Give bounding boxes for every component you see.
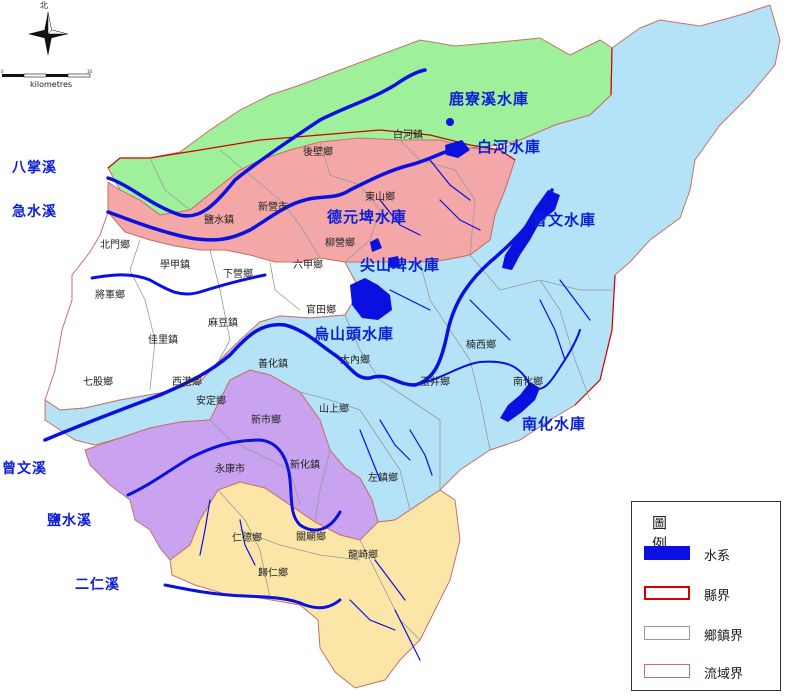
town-label: 玉井鄉 xyxy=(420,375,450,388)
township-boundaries xyxy=(129,139,612,641)
reservoir-label: 白河水庫 xyxy=(477,138,541,156)
yanshuei-river-line xyxy=(126,438,342,532)
basin-swatch xyxy=(644,664,690,678)
town-labels: 白河鎮 後壁鄉 東山鄉 新營市 鹽水鎮 柳營鄉 北門鄉 學甲鎮 下營鄉 六甲鄉 … xyxy=(83,128,543,579)
scale-bar: 0 10 xyxy=(1,69,93,78)
jishuei-river-line xyxy=(106,146,462,242)
tributaries xyxy=(199,159,591,661)
town-label: 大內鄉 xyxy=(340,353,370,366)
nanhua-reservoir-shape xyxy=(500,382,540,422)
legend: 圖例 水系 縣界 鄉鎮界 流域界 xyxy=(631,501,781,691)
reservoir-label: 德元埤水庫 xyxy=(327,208,407,226)
town-label: 後壁鄉 xyxy=(303,145,333,158)
river-network xyxy=(43,68,591,661)
town-label: 七股鄉 xyxy=(83,375,113,388)
town-label: 南化鄉 xyxy=(513,375,543,388)
scale-label: kilometres xyxy=(30,80,73,89)
town-label: 將軍鄉 xyxy=(95,288,125,301)
legend-label: 縣界 xyxy=(704,589,731,604)
river-label: 八掌溪 xyxy=(11,159,57,176)
town-label: 鹽水鎮 xyxy=(204,213,234,226)
town-label: 六甲鄉 xyxy=(293,258,323,271)
erren-river-line xyxy=(163,583,342,610)
nanhua-river-line xyxy=(414,329,581,390)
town-label: 北門鄉 xyxy=(100,238,130,251)
town-label: 西港鄉 xyxy=(172,375,202,388)
reservoir-label: 烏山頭水庫 xyxy=(314,325,394,343)
legend-label: 鄉鎮界 xyxy=(704,629,744,644)
town-label: 新營市 xyxy=(258,200,288,213)
river-label: 曾文溪 xyxy=(2,460,47,477)
dejhenyuanbei-reservoir-shape xyxy=(370,238,382,252)
town-label: 關廟鄉 xyxy=(296,530,326,543)
town-label: 善化鎮 xyxy=(258,357,288,370)
scale-tick: 10 xyxy=(87,69,93,74)
jianshanbei-reservoir-shape xyxy=(388,256,400,268)
reservoir-label: 南化水庫 xyxy=(522,415,586,433)
legend-item-county: 縣界 xyxy=(644,586,780,606)
reservoir-labels: 鹿寮溪水庫 白河水庫 德元埤水庫 尖山埤水庫 烏山頭水庫 曾文水庫 南化水庫 xyxy=(314,90,596,433)
reservoir-label: 尖山埤水庫 xyxy=(360,256,440,274)
town-label: 官田鄉 xyxy=(306,303,336,316)
county-swatch xyxy=(644,586,690,600)
river-label: 急水溪 xyxy=(12,203,57,220)
town-label: 安定鄉 xyxy=(196,394,226,407)
town-label: 永康市 xyxy=(215,462,245,475)
water-swatch xyxy=(644,546,690,560)
town-label: 楠西鄉 xyxy=(466,338,496,351)
town-label: 左鎮鄉 xyxy=(368,471,398,484)
legend-label: 水系 xyxy=(704,549,731,564)
legend-item-basin: 流域界 xyxy=(644,664,780,684)
luliaoxi-reservoir-shape xyxy=(446,118,454,126)
town-label: 白河鎮 xyxy=(393,128,423,141)
town-label: 新市鄉 xyxy=(251,413,281,426)
compass-north-label: 北 xyxy=(40,1,48,10)
town-label: 學甲鎮 xyxy=(160,258,190,271)
river-labels: 八掌溪 急水溪 曾文溪 鹽水溪 二仁溪 xyxy=(2,159,120,593)
zengwen-river-line xyxy=(43,188,554,442)
town-label: 東山鄉 xyxy=(365,190,395,203)
town-label: 佳里鎮 xyxy=(148,333,178,346)
town-label: 下營鄉 xyxy=(223,267,253,280)
compass-icon xyxy=(28,11,68,56)
town-label: 龍崎鄉 xyxy=(348,548,378,561)
legend-item-water: 水系 xyxy=(644,546,780,566)
reservoir-label: 曾文水庫 xyxy=(532,211,596,229)
river-label: 二仁溪 xyxy=(75,576,120,593)
zengwen-reservoir-shape xyxy=(502,190,560,270)
town-label: 麻豆鎮 xyxy=(208,316,238,329)
river-label: 鹽水溪 xyxy=(47,512,92,529)
town-label: 仁德鄉 xyxy=(232,531,262,544)
jiangjun-river-line xyxy=(90,273,267,296)
town-label: 新化鎮 xyxy=(290,458,320,471)
town-label: 歸仁鄉 xyxy=(258,566,288,579)
scale-tick: 0 xyxy=(1,69,4,74)
reservoir-label: 鹿寮溪水庫 xyxy=(449,90,529,108)
bajhang-river-line xyxy=(106,68,427,218)
wushantou-reservoir-shape xyxy=(350,278,392,320)
legend-label: 流域界 xyxy=(704,667,744,682)
township-swatch xyxy=(644,626,690,640)
town-label: 柳營鄉 xyxy=(325,236,355,249)
town-label: 山上鄉 xyxy=(319,402,349,415)
legend-item-township: 鄉鎮界 xyxy=(644,626,780,646)
